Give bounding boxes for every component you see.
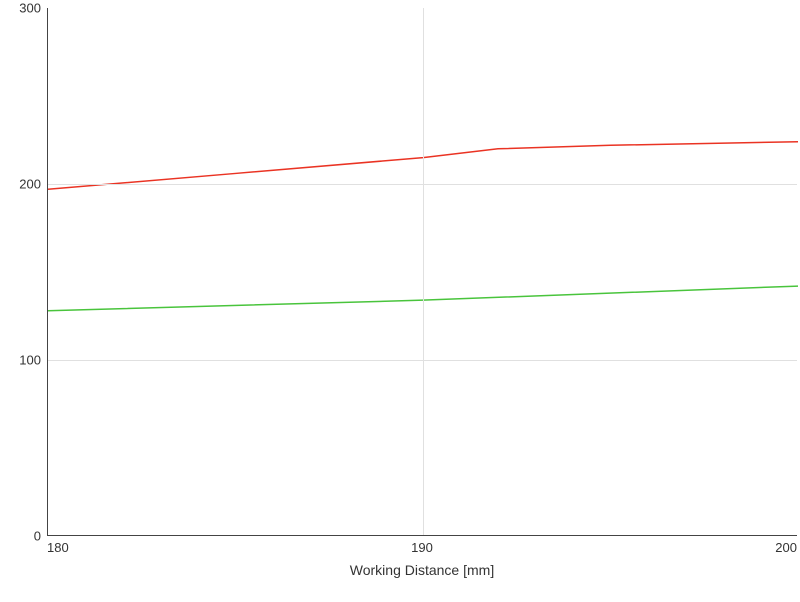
y-tick-label: 300 [19, 1, 41, 16]
y-tick-label: 0 [34, 529, 41, 544]
y-tick-label: 100 [19, 353, 41, 368]
plot-area [47, 8, 797, 536]
gridline-vertical [423, 8, 424, 535]
x-tick-label: 180 [47, 540, 69, 555]
x-tick-label: 200 [775, 540, 797, 555]
y-tick-label: 200 [19, 177, 41, 192]
gridline-horizontal [48, 184, 797, 185]
x-tick-label: 190 [411, 540, 433, 555]
x-axis-label: Working Distance [mm] [47, 562, 797, 578]
line-chart: Working Distance [mm] 0 100 200 300 180 190 20… [0, 0, 800, 602]
gridline-horizontal [48, 360, 797, 361]
